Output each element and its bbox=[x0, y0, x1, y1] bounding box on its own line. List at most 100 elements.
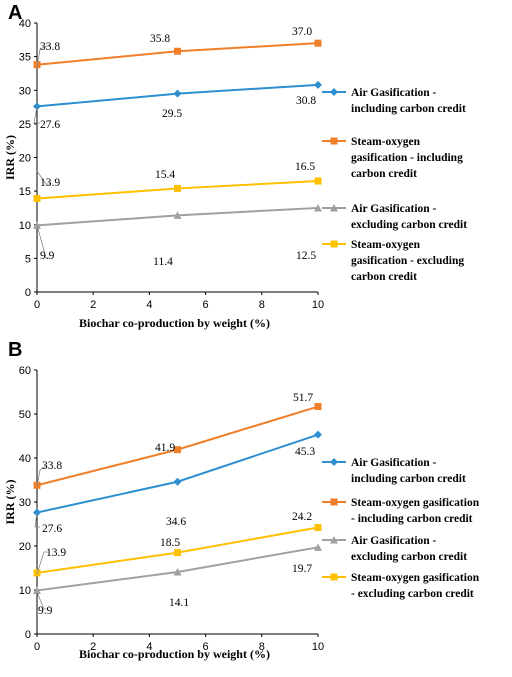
data-label: 45.3 bbox=[295, 446, 315, 458]
legend-entry: Steam-oxygen gasification - including carb… bbox=[322, 136, 463, 180]
legend-label: Steam-oxygen gasification bbox=[351, 572, 480, 584]
data-label: 24.2 bbox=[292, 511, 312, 523]
data-label: 13.9 bbox=[46, 547, 66, 559]
series-4: 13.9 18.5 24.2 Steam-oxygen gasification - e… bbox=[33, 511, 480, 600]
data-label: 12.5 bbox=[296, 250, 316, 262]
y-tick-label: 20 bbox=[19, 541, 31, 553]
y-axis-title: IRR (%) bbox=[3, 480, 17, 525]
legend-swatch-marker bbox=[330, 573, 338, 581]
data-point-marker bbox=[314, 203, 322, 212]
legend-entry: Air Gasification - excluding carbon credi… bbox=[322, 203, 467, 231]
data-label: 33.8 bbox=[40, 41, 60, 53]
legend-label: Air Gasification - bbox=[351, 457, 437, 469]
legend-label: Air Gasification - bbox=[351, 203, 437, 215]
data-label-leader bbox=[36, 551, 48, 575]
y-tick-label: 35 bbox=[19, 52, 31, 64]
y-tick-label: 20 bbox=[19, 153, 31, 165]
data-label: 19.7 bbox=[292, 563, 312, 575]
data-point-marker bbox=[174, 47, 181, 55]
x-tick-label: 0 bbox=[34, 641, 40, 653]
legend-label: gasification - including bbox=[351, 152, 463, 164]
legend-label: Steam-oxygen bbox=[351, 239, 421, 251]
panel-label: A bbox=[8, 2, 22, 24]
chart-panel-b: B 0 10 20 30 40 50 60 0 2 4 6 8 10 Biochar co-producti… bbox=[3, 339, 480, 661]
data-label: 33.8 bbox=[42, 460, 62, 472]
data-label: 15.4 bbox=[155, 169, 175, 181]
legend-label: including carbon credit bbox=[351, 103, 466, 115]
data-point-marker bbox=[314, 177, 322, 185]
legend-swatch-marker bbox=[330, 137, 338, 145]
legend-label: Steam-oxygen gasification bbox=[351, 497, 480, 509]
y-tick-label: 15 bbox=[19, 186, 31, 198]
data-label: 11.4 bbox=[153, 256, 173, 268]
legend-label: excluding carbon credit bbox=[351, 219, 467, 231]
series-3: 9.9 14.1 19.7 Air Gasification - excluding c… bbox=[33, 535, 467, 617]
legend-label: carbon credit bbox=[351, 168, 417, 180]
series-3: 9.9 11.4 12.5 Air Gasification - excluding c… bbox=[33, 203, 467, 268]
data-label-leader bbox=[36, 465, 47, 487]
legend-label: Air Gasification - bbox=[351, 87, 437, 99]
x-tick-label: 8 bbox=[259, 299, 265, 311]
x-tick-label: 2 bbox=[90, 299, 96, 311]
data-point-marker bbox=[33, 586, 41, 594]
legend-label: - excluding carbon credit bbox=[351, 588, 474, 600]
x-tick-label: 4 bbox=[146, 641, 152, 653]
legend-label: - including carbon credit bbox=[351, 513, 473, 525]
legend-label: Air Gasification - bbox=[351, 535, 437, 547]
legend-label: excluding carbon credit bbox=[351, 551, 467, 563]
data-label: 27.6 bbox=[42, 523, 62, 535]
data-point-marker bbox=[174, 446, 181, 454]
series-line bbox=[36, 405, 319, 487]
data-label: 30.8 bbox=[296, 95, 316, 107]
data-label-leader bbox=[36, 224, 50, 259]
data-point-marker bbox=[33, 195, 41, 203]
legend-entry: Steam-oxygen gasification - excluding car… bbox=[322, 572, 480, 600]
x-tick-label: 6 bbox=[203, 641, 209, 653]
legend-entry: Steam-oxygen gasification - including car… bbox=[322, 497, 480, 525]
data-label: 9.9 bbox=[38, 605, 53, 617]
legend-entry: Air Gasification - excluding carbon credi… bbox=[322, 535, 467, 563]
y-tick-label: 50 bbox=[19, 409, 31, 421]
data-label: 35.8 bbox=[150, 33, 170, 45]
x-tick-label: 8 bbox=[259, 641, 265, 653]
data-point-marker bbox=[33, 102, 41, 111]
legend-swatch-marker bbox=[330, 88, 338, 96]
data-point-marker bbox=[314, 39, 322, 47]
x-tick-label: 10 bbox=[312, 299, 324, 311]
data-label: 13.9 bbox=[40, 177, 60, 189]
data-point-marker bbox=[174, 184, 181, 192]
data-label-leader bbox=[36, 591, 48, 610]
y-tick-label: 60 bbox=[19, 365, 31, 377]
data-point-marker bbox=[173, 567, 182, 576]
series-1: 27.6 29.5 30.8 Air Gasification - including … bbox=[33, 80, 466, 131]
data-point-marker bbox=[33, 508, 41, 517]
legend-swatch-marker bbox=[330, 498, 338, 506]
data-label-leader bbox=[33, 106, 40, 124]
series-1: 27.6 34.6 45.3 Air Gasification - including … bbox=[33, 430, 466, 535]
chart-panel-a: A 0 5 10 15 20 25 30 35 40 0 2 4 6 8 10 Biochar co-produ… bbox=[3, 2, 467, 330]
data-label: 14.1 bbox=[169, 597, 189, 609]
x-tick-label: 0 bbox=[34, 299, 40, 311]
legend-label: Steam-oxygen bbox=[351, 136, 421, 148]
data-point-marker bbox=[314, 430, 322, 439]
data-label: 18.5 bbox=[160, 537, 180, 549]
legend-swatch-marker bbox=[330, 458, 338, 466]
legend-entry: Air Gasification - including carbon credi… bbox=[322, 87, 466, 115]
y-tick-label: 40 bbox=[19, 453, 31, 465]
data-label: 37.0 bbox=[292, 26, 312, 38]
legend-swatch-marker bbox=[330, 536, 338, 544]
data-point-marker bbox=[314, 403, 322, 411]
data-label-leader bbox=[36, 44, 51, 68]
data-label: 51.7 bbox=[293, 392, 313, 404]
data-label: 27.6 bbox=[40, 119, 60, 131]
y-tick-label: 5 bbox=[25, 253, 31, 265]
legend-label: carbon credit bbox=[351, 271, 417, 283]
series-2: 33.8 35.8 37.0 Steam-oxygen gasification - i… bbox=[33, 26, 463, 180]
data-point-marker bbox=[173, 477, 182, 486]
y-tick-label: 30 bbox=[19, 85, 31, 97]
data-label: 16.5 bbox=[295, 161, 315, 173]
legend-swatch-marker bbox=[330, 240, 338, 248]
y-tick-label: 25 bbox=[19, 119, 31, 131]
legend-entry: Air Gasification - including carbon credi… bbox=[322, 457, 466, 485]
